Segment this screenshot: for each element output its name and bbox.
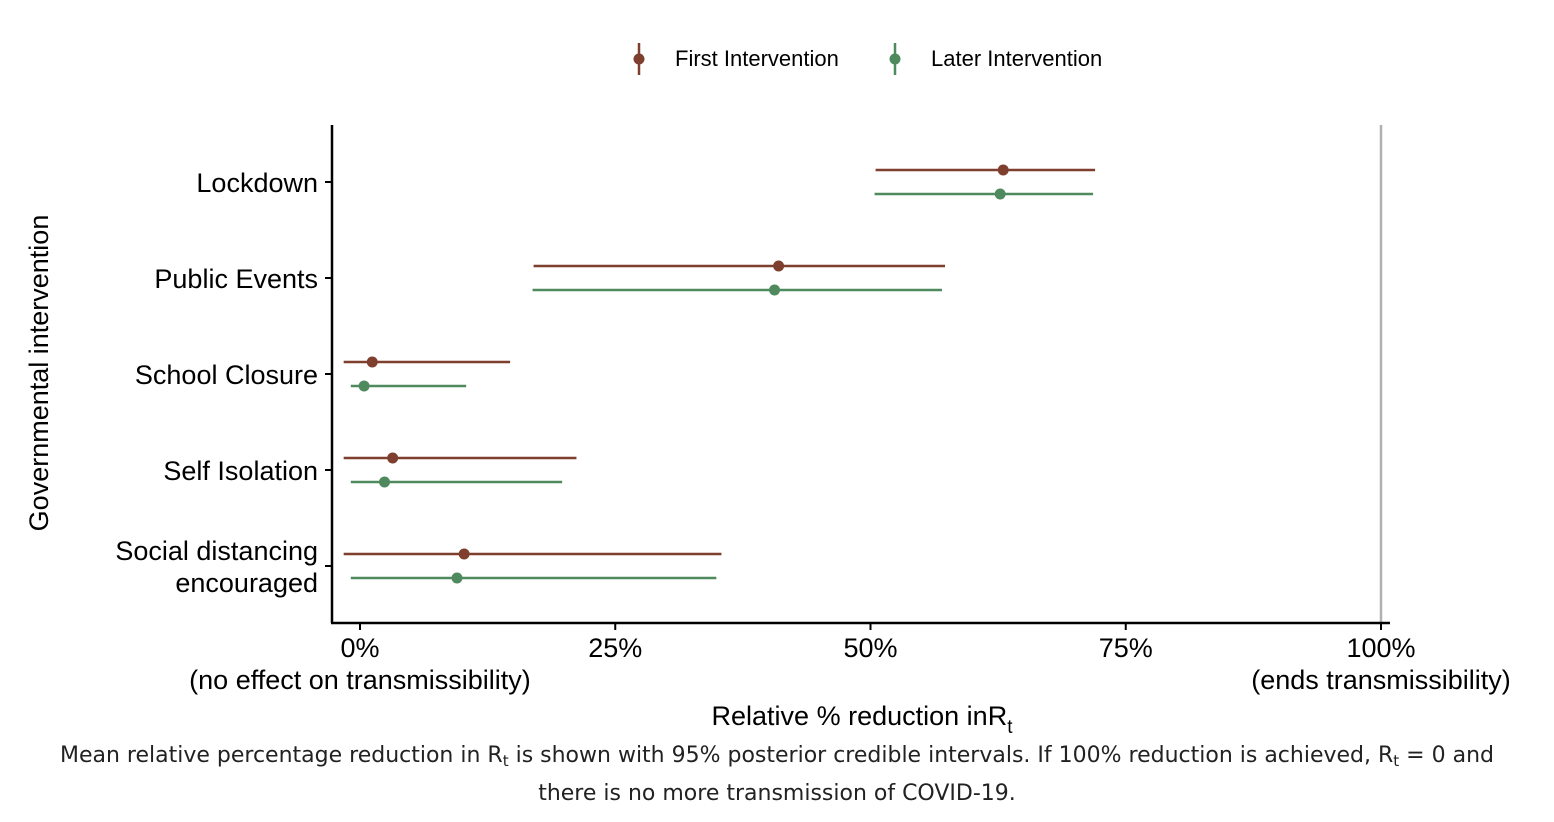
- legend-key-point-later: [889, 53, 901, 65]
- y-tick-label-0-0: Lockdown: [196, 168, 318, 198]
- point-first-3: [387, 452, 399, 464]
- point-later-4: [451, 572, 463, 584]
- point-later-0: [994, 188, 1006, 200]
- y-tick-label-2-0: School Closure: [135, 360, 318, 390]
- point-later-3: [379, 476, 391, 488]
- plot-area: [343, 125, 1383, 623]
- caption-text-1c: = 0 and: [1399, 743, 1494, 768]
- caption-line-1: Mean relative percentage reduction in Rt…: [0, 737, 1554, 775]
- legend-item-first: First Intervention: [633, 43, 839, 75]
- legend: First Intervention Later Intervention: [633, 43, 1102, 75]
- point-first-4: [458, 548, 470, 560]
- point-first-0: [997, 164, 1009, 176]
- y-tick-label-1-0: Public Events: [154, 264, 318, 294]
- y-axis-title: Governmental intervention: [24, 215, 54, 532]
- x-tick-sublabel-0: (no effect on transmissibility): [189, 665, 531, 695]
- x-axis-title-symbol: R: [988, 701, 1008, 731]
- legend-label-first: First Intervention: [675, 46, 839, 71]
- x-tick-label-1: 25%: [588, 633, 642, 663]
- caption-subscript-1: t: [502, 752, 509, 770]
- caption-text-1b: is shown with 95% posterior credible int…: [508, 743, 1394, 768]
- x-tick-label-4: 100%: [1346, 633, 1415, 663]
- point-later-1: [769, 284, 781, 296]
- x-axis-title-subscript: t: [1007, 717, 1013, 735]
- x-tick-label-3: 75%: [1099, 633, 1153, 663]
- caption-subscript-2: t: [1393, 752, 1400, 770]
- x-tick-label-2: 50%: [843, 633, 897, 663]
- y-tick-label-4-1: encouraged: [175, 568, 318, 598]
- figure-caption: Mean relative percentage reduction in Rt…: [0, 737, 1554, 813]
- y-tick-label-3-0: Self Isolation: [163, 456, 318, 486]
- legend-label-later: Later Intervention: [931, 46, 1102, 71]
- x-axis-title-text: Relative % reduction in: [712, 701, 988, 731]
- x-tick-sublabel-4: (ends transmissibility): [1251, 665, 1511, 695]
- x-axis-title: Relative % reduction inRt: [712, 701, 1014, 735]
- legend-key-point-first: [633, 53, 645, 65]
- point-first-2: [366, 356, 378, 368]
- caption-line-2: there is no more transmission of COVID-1…: [538, 781, 1016, 806]
- y-tick-label-4-0: Social distancing: [115, 536, 318, 566]
- point-later-2: [358, 380, 370, 392]
- legend-item-later: Later Intervention: [889, 43, 1102, 75]
- caption-text-1a: Mean relative percentage reduction in R: [59, 743, 503, 768]
- forest-plot: First Intervention Later Intervention Loc…: [24, 43, 1511, 735]
- x-axis: 0%(no effect on transmissibility) 25% 50% 7…: [189, 621, 1511, 695]
- x-tick-label-0: 0%: [340, 633, 379, 663]
- point-first-1: [773, 260, 785, 272]
- y-axis: Lockdown Public Events School Closure Self …: [115, 125, 334, 623]
